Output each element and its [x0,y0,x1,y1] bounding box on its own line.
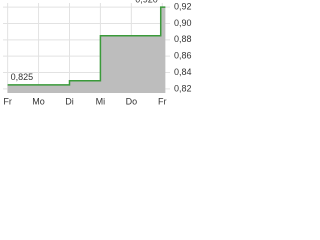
x-tick-label: Fr [158,96,167,106]
y-tick-label: 0,90 [174,18,192,28]
y-tick-label: 0,88 [174,34,192,44]
y-tick-label: 0,82 [174,83,192,93]
x-tick-label: Do [126,96,138,106]
chart: 0,82 0,84 0,86 0,88 0,90 0,92 Fr Mo Di Mi Do Fr 0,82… [3,0,192,106]
price-line [7,6,166,86]
x-tick-label: Di [65,96,74,106]
x-tick-label: Fr [3,96,12,106]
area [7,7,166,93]
x-tick-label: Mi [96,96,106,106]
y-tick-label: 0,92 [174,1,192,11]
y-tick-label: 0,84 [174,67,192,77]
value-label: 0,920 [135,0,158,4]
y-tick-label: 0,86 [174,51,192,61]
value-label: 0,825 [11,72,34,82]
x-tick-label: Mo [32,96,45,106]
